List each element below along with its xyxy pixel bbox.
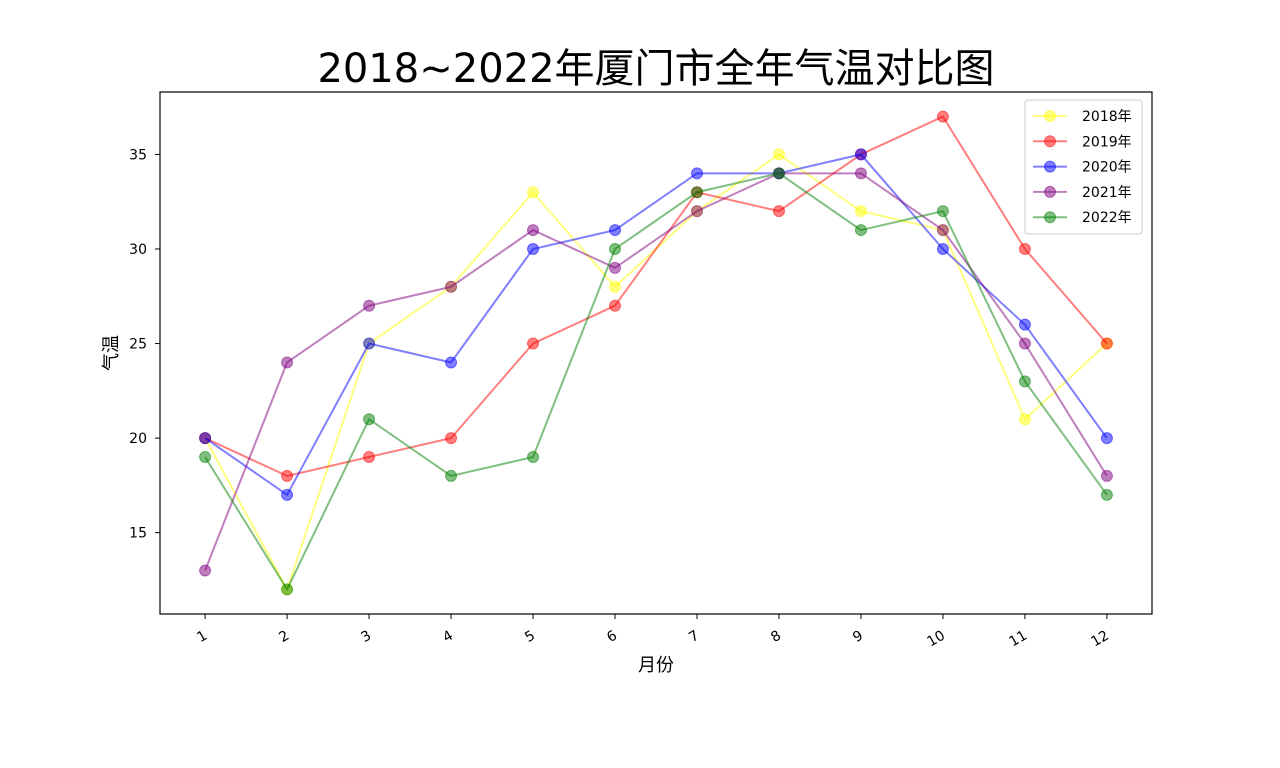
legend-marker xyxy=(1044,211,1056,224)
x-tick-label: 5 xyxy=(522,628,538,646)
data-point xyxy=(609,280,622,293)
data-point xyxy=(1018,413,1031,426)
series-4 xyxy=(199,167,1113,596)
data-point xyxy=(609,224,622,237)
data-point xyxy=(690,167,703,180)
data-point xyxy=(199,432,212,445)
x-axis: 1 2 3 4 5 6 7 8 9 10 11 12 xyxy=(194,614,1112,650)
data-point xyxy=(363,413,376,426)
data-point xyxy=(1018,242,1031,255)
y-tick-label: 35 xyxy=(129,147,147,163)
legend-box xyxy=(1024,99,1143,235)
y-axis: 15 20 25 30 35 xyxy=(129,147,160,542)
data-point xyxy=(1018,337,1031,350)
y-tick-label: 20 xyxy=(129,431,147,447)
x-tick-label: 12 xyxy=(1088,628,1111,651)
y-axis-label: 气温 xyxy=(101,335,122,371)
data-point xyxy=(445,469,458,482)
x-axis-label: 月份 xyxy=(638,655,674,676)
legend-label: 2021年 xyxy=(1082,185,1132,201)
chart-title: 2018~2022年厦门市全年气温对比图 xyxy=(317,46,994,92)
x-tick-label: 9 xyxy=(850,628,866,646)
series-1 xyxy=(199,110,1113,482)
data-point xyxy=(609,299,622,312)
data-point xyxy=(690,186,703,199)
data-point xyxy=(445,432,458,445)
data-point xyxy=(445,280,458,293)
data-point xyxy=(281,356,294,369)
legend-marker xyxy=(1044,110,1056,122)
series-line xyxy=(204,115,1108,477)
data-point xyxy=(854,148,867,161)
data-point xyxy=(1100,488,1113,501)
legend-label: 2019年 xyxy=(1082,134,1132,150)
data-point xyxy=(527,242,540,255)
plot-area-frame xyxy=(159,91,1153,615)
data-point xyxy=(936,242,949,255)
data-point xyxy=(363,337,376,350)
x-tick-label: 11 xyxy=(1006,628,1029,651)
data-point xyxy=(281,583,294,596)
x-tick-label: 10 xyxy=(925,628,948,651)
series-0 xyxy=(199,148,1113,596)
x-tick-label: 2 xyxy=(276,628,292,646)
data-point xyxy=(772,148,785,161)
legend-marker xyxy=(1044,185,1056,198)
x-tick-label: 3 xyxy=(358,628,374,646)
data-point xyxy=(936,110,949,123)
x-tick-label: 8 xyxy=(768,628,784,646)
data-point xyxy=(1018,318,1031,331)
data-point xyxy=(527,186,540,199)
data-point xyxy=(1018,375,1031,388)
legend-marker xyxy=(1044,160,1056,173)
data-point xyxy=(199,451,212,464)
data-point xyxy=(527,224,540,237)
series-2 xyxy=(199,148,1113,501)
series-layer xyxy=(199,110,1113,596)
data-point xyxy=(936,224,949,237)
series-3 xyxy=(199,167,1113,577)
legend-label: 2022年 xyxy=(1082,210,1132,226)
data-point xyxy=(690,205,703,218)
series-line xyxy=(204,172,1108,571)
x-tick-label: 7 xyxy=(686,628,702,646)
data-point xyxy=(1100,337,1113,350)
data-point xyxy=(854,167,867,180)
legend-marker xyxy=(1044,135,1056,148)
data-point xyxy=(854,205,867,218)
data-point xyxy=(609,242,622,255)
legend-label: 2018年 xyxy=(1082,109,1132,125)
data-point xyxy=(281,488,294,501)
data-point xyxy=(199,564,212,577)
data-point xyxy=(445,356,458,369)
data-point xyxy=(772,205,785,218)
legend: 2018年 2019年 2020年 2021年 2022年 xyxy=(1024,99,1143,235)
data-point xyxy=(281,469,294,482)
y-tick-label: 30 xyxy=(129,242,147,258)
x-tick-label: 4 xyxy=(440,628,456,646)
y-tick-label: 25 xyxy=(129,337,147,353)
legend-label: 2020年 xyxy=(1082,160,1132,176)
x-tick-label: 6 xyxy=(604,628,620,646)
data-point xyxy=(609,261,622,274)
data-point xyxy=(527,337,540,350)
data-point xyxy=(363,299,376,312)
data-point xyxy=(854,224,867,237)
data-point xyxy=(772,167,785,180)
data-point xyxy=(363,451,376,464)
data-point xyxy=(1100,432,1113,445)
x-tick-label: 1 xyxy=(194,628,210,646)
y-tick-label: 15 xyxy=(129,526,147,542)
series-line xyxy=(204,172,1108,592)
data-point xyxy=(936,205,949,218)
series-line xyxy=(204,153,1108,497)
data-point xyxy=(527,451,540,464)
data-point xyxy=(1100,469,1113,482)
